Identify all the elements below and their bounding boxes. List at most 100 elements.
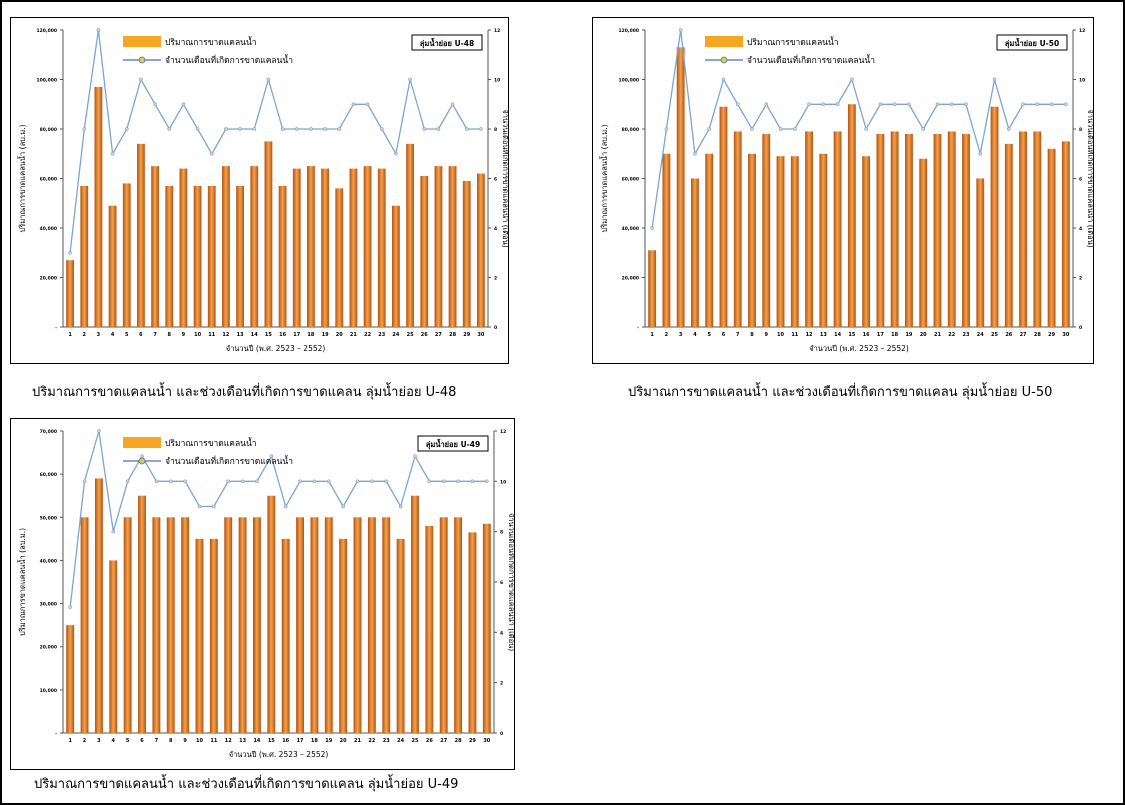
c1-bar	[819, 153, 828, 327]
c1-x-tick-label: 26	[1005, 332, 1012, 338]
c0-line-point	[181, 102, 186, 107]
c1-y-tick-label: 40,000	[622, 226, 639, 232]
c1-y2-axis-title: จำนวนเดือนที่เกิดการขาดแคลนน้ำ (เดือน)	[1086, 109, 1093, 247]
c2-line-point	[111, 529, 116, 534]
c0-x-tick-label: 13	[237, 332, 244, 338]
c1-x-tick-label: 19	[905, 332, 912, 338]
c2-x-tick-label: 18	[311, 738, 318, 744]
c1-line-point	[992, 77, 997, 82]
c1-x-tick-label: 8	[750, 332, 754, 338]
chart-svg-u49: - 10,000 20,000 30,000 40,000 50,000 60,000 70,…	[17, 429, 514, 759]
c0-bar	[477, 173, 485, 327]
c2-x-tick-label: 1	[68, 738, 72, 744]
c0-bar	[349, 168, 358, 327]
c2-line-point	[140, 454, 144, 459]
c1-legend-swatch-marker	[720, 56, 728, 64]
c0-x-tick-label: 28	[449, 332, 456, 338]
c2-line-point	[341, 504, 345, 509]
c2-x-tick-label: 14	[253, 738, 260, 744]
c0-line-point	[224, 127, 228, 131]
chart-caption-u48: ปริมาณการขาดแคลนน้ำ และช่วงเดือนที่เกิดก…	[32, 385, 457, 400]
c0-line-point	[124, 127, 129, 131]
c0-bar	[250, 166, 259, 327]
c1-line-point	[650, 226, 654, 230]
c2-x-tick-label: 23	[383, 738, 390, 744]
c1-bar	[705, 153, 714, 327]
c0-legend-label-line: จำนวนเดือนที่เกิดการขาดแคลนน้ำ	[165, 54, 293, 66]
c0-legend-swatch-marker	[138, 56, 146, 64]
c0-line-point	[266, 77, 271, 82]
chart-svg-u50: - 20,000 40,000 60,000 80,000 100,000 120,000 0…	[599, 28, 1093, 353]
c1-basin-badge	[996, 34, 1068, 51]
c0-bar	[80, 185, 89, 327]
c2-line-point	[226, 479, 231, 484]
c0-line-point	[68, 250, 72, 255]
c2-y-tick-label: 50,000	[40, 515, 57, 521]
c1-bar	[847, 104, 856, 327]
c0-legend-label-bar: ปริมาณการขาดแคลนน้ำ	[165, 36, 257, 48]
c0-x-tick-label: 8	[168, 332, 172, 338]
c0-bar	[278, 185, 287, 327]
c2-x-tick-label: 30	[483, 738, 490, 744]
c2-y2-tick-label: 10	[500, 479, 506, 485]
c2-line-point	[212, 504, 216, 509]
c2-x-tick-label: 20	[340, 738, 347, 744]
c1-bar	[905, 133, 913, 327]
c1-x-tick-label: 10	[777, 332, 784, 338]
c2-bar	[454, 517, 463, 733]
c0-bar	[165, 185, 174, 327]
c2-bar	[324, 517, 333, 733]
c2-x-tick-label: 2	[83, 738, 87, 744]
c0-bar	[236, 185, 244, 327]
c0-line-point	[238, 127, 242, 131]
c2-bar	[267, 495, 276, 733]
c0-line-point	[351, 102, 356, 107]
c1-line-point	[850, 77, 854, 82]
c2-x-tick-label: 15	[268, 738, 275, 744]
c1-x-tick-label: 30	[1062, 332, 1069, 338]
c2-bar	[238, 517, 247, 733]
c2-bar	[482, 523, 491, 733]
c1-bar	[662, 153, 671, 327]
c2-line-point	[168, 479, 173, 484]
c2-bar	[310, 517, 319, 733]
c0-basin-badge-label: ลุ่มน้ำย่อย U-48	[420, 37, 474, 48]
chart-caption-u50: ปริมาณการขาดแคลนน้ำ และช่วงเดือนที่เกิดก…	[628, 385, 1053, 400]
c0-bar	[207, 185, 216, 327]
c1-line-point	[1035, 102, 1040, 107]
c2-bar	[353, 517, 362, 733]
c0-line-point	[309, 127, 313, 131]
c1-x-tick-label: 9	[765, 332, 769, 338]
c0-line-point	[379, 127, 384, 131]
c1-x-tick-label: 28	[1034, 332, 1041, 338]
c2-line-point	[398, 504, 403, 509]
c0-x-tick-label: 15	[265, 332, 272, 338]
c2-y-tick-label: -	[55, 732, 57, 737]
c1-bar	[962, 133, 970, 327]
c1-x-tick-label: 17	[877, 332, 884, 338]
c0-bar	[108, 205, 117, 327]
c2-x-tick-label: 4	[112, 738, 116, 744]
c2-x-tick-label: 26	[426, 738, 433, 744]
c2-line-point	[82, 479, 87, 484]
c0-line-point	[82, 127, 87, 131]
c0-bar	[462, 180, 471, 327]
c1-line-point	[678, 28, 683, 32]
c0-x-tick-label: 21	[350, 332, 357, 338]
c0-x-tick-label: 3	[97, 332, 101, 338]
c2-bar	[94, 478, 103, 733]
c1-bar	[790, 156, 799, 327]
c0-x-tick-label: 6	[139, 332, 143, 338]
c0-x-tick-label: 23	[378, 332, 385, 338]
c2-line-point	[283, 504, 288, 509]
c2-x-tick-label: 9	[183, 738, 187, 744]
c1-bar	[933, 133, 942, 327]
c2-x-tick-label: 17	[297, 738, 304, 744]
c0-x-tick-label: 9	[182, 332, 186, 338]
c0-x-tick-label: 26	[421, 332, 428, 338]
c2-bar	[382, 517, 391, 733]
c1-line-point	[764, 102, 769, 107]
c1-line-point	[864, 127, 868, 131]
c1-bar	[876, 133, 885, 327]
c2-x-tick-label: 13	[239, 738, 246, 744]
